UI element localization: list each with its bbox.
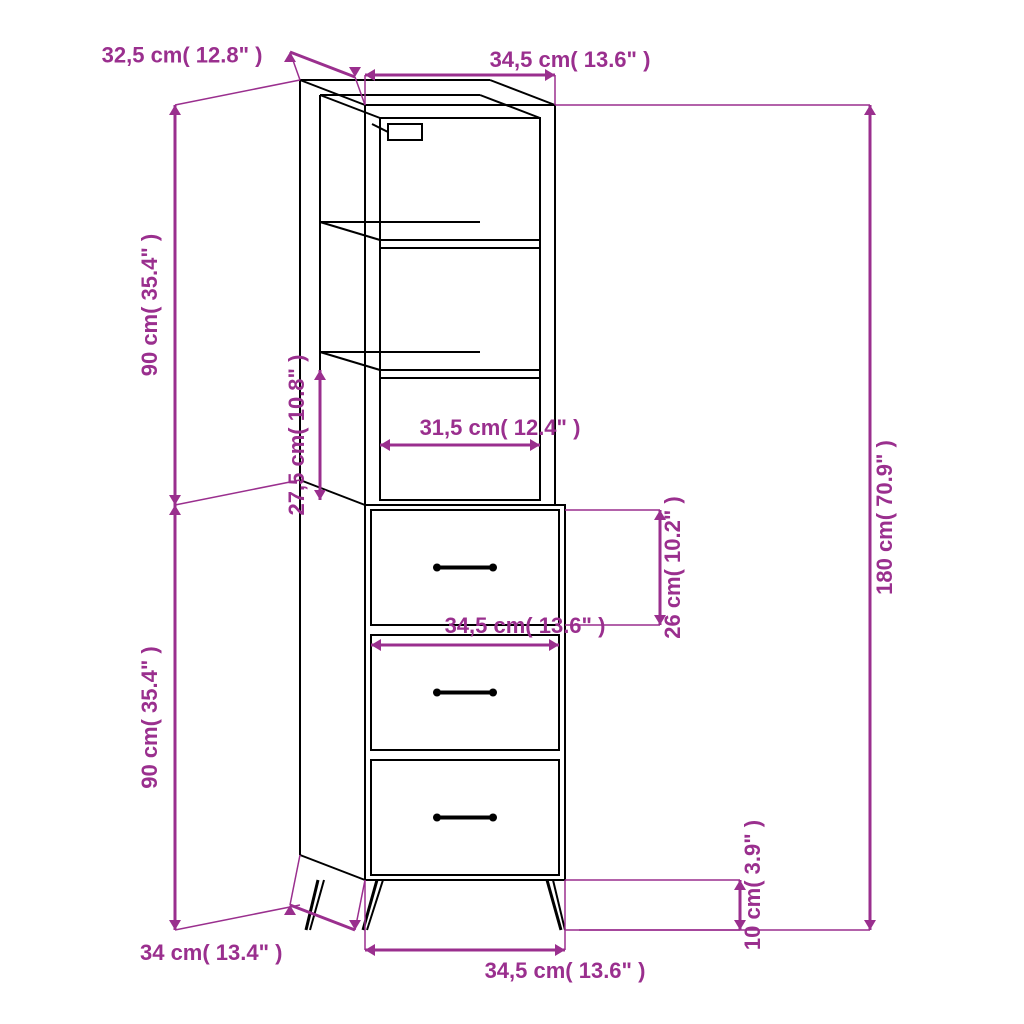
dim-drawer-height: 26 cm( 10.2" ) xyxy=(660,496,685,639)
dim-shelf-height: 27,5 cm( 10.8" ) xyxy=(284,355,309,516)
dim-width-bottom: 34,5 cm( 13.6" ) xyxy=(485,958,646,983)
hinge-hardware xyxy=(388,124,422,140)
dim-lower-height: 90 cm( 35.4" ) xyxy=(137,646,162,789)
dim-depth-bottom: 34 cm( 13.4" ) xyxy=(140,940,283,965)
dim-shelf-width: 31,5 cm( 12.4" ) xyxy=(420,415,581,440)
dim-drawer-width: 34,5 cm( 13.6" ) xyxy=(445,613,606,638)
dim-upper-height: 90 cm( 35.4" ) xyxy=(137,234,162,377)
dim-total-height: 180 cm( 70.9" ) xyxy=(872,440,897,595)
dim-leg-height: 10 cm( 3.9" ) xyxy=(740,820,765,950)
dim-depth-top: 32,5 cm( 12.8" ) xyxy=(102,43,263,68)
dim-width-top: 34,5 cm( 13.6" ) xyxy=(490,47,651,72)
